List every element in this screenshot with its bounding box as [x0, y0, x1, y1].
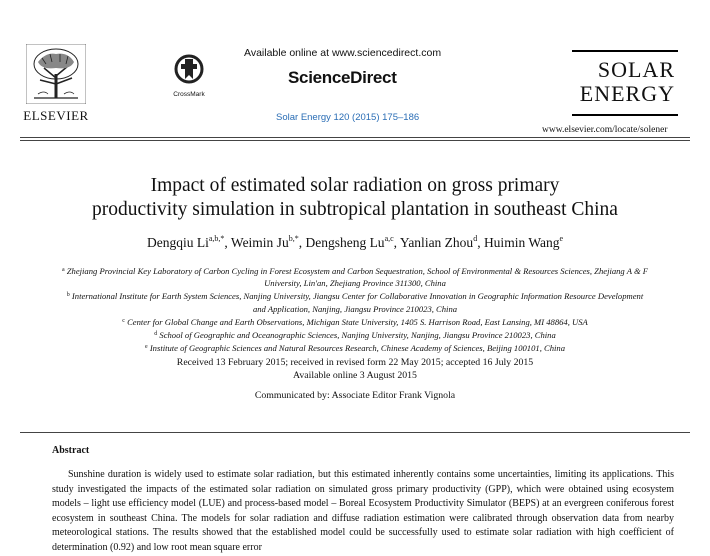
author-name[interactable]: Huimin Wang — [483, 235, 560, 250]
article-history: Received 13 February 2015; received in r… — [0, 356, 710, 382]
affiliation-list: a Zhejiang Provincial Key Laboratory of … — [60, 264, 650, 354]
abstract-heading: Abstract — [52, 445, 90, 456]
journal-title-line1: SOLAR — [597, 57, 675, 82]
communicated-by: Communicated by: Associate Editor Frank … — [254, 390, 456, 401]
author-name[interactable]: Dengqiu Li — [146, 235, 209, 250]
header-divider-bottom — [20, 140, 690, 141]
elsevier-tree-icon — [26, 44, 86, 104]
journal-citation[interactable]: Solar Energy 120 (2015) 175–186 — [276, 112, 420, 123]
title-line: productivity simulation in subtropical p… — [92, 199, 618, 220]
available-online-date: Available online 3 August 2015 — [293, 370, 417, 381]
author-affil-marker: d — [473, 234, 478, 243]
author-affil-marker: b,* — [288, 234, 299, 243]
author-affil-marker: e — [559, 234, 564, 243]
article-title: Impact of estimated solar radiation on g… — [0, 174, 710, 222]
journal-title-line2: ENERGY — [579, 81, 675, 106]
author-affil-marker: a,b,* — [208, 234, 225, 243]
affiliation: b International Institute for Earth Syst… — [66, 291, 644, 314]
affiliation: e Institute of Geographic Sciences and N… — [144, 343, 566, 354]
sciencedirect-logo: ScienceDirect — [288, 68, 397, 87]
title-line: Impact of estimated solar radiation on g… — [150, 175, 560, 196]
received-dates: Received 13 February 2015; received in r… — [176, 357, 534, 368]
author-affil-marker: a,c — [384, 234, 394, 243]
crossmark-logo[interactable]: CrossMark — [172, 54, 206, 98]
affiliation: c Center for Global Change and Earth Obs… — [122, 316, 588, 327]
affiliation: a Zhejiang Provincial Key Laboratory of … — [61, 266, 649, 289]
journal-homepage[interactable]: www.elsevier.com/locate/solener — [542, 125, 668, 135]
header-divider-top — [20, 137, 690, 138]
affiliation: d School of Geographic and Oceanographic… — [154, 330, 556, 341]
crossmark-icon — [174, 54, 204, 84]
publisher-name: ELSEVIER — [23, 108, 89, 123]
elsevier-logo: ELSEVIER — [22, 44, 90, 128]
author-name[interactable]: Weimin Ju — [230, 235, 289, 250]
abstract-divider — [20, 432, 690, 433]
author-name[interactable]: Dengsheng Lu — [305, 235, 385, 250]
available-online-text: Available online at www.sciencedirect.co… — [244, 47, 442, 59]
abstract-text: Sunshine duration is widely used to esti… — [52, 469, 674, 553]
author-list: Dengqiu Lia,b,*, Weimin Jub,*, Dengsheng… — [146, 234, 564, 250]
journal-logo: SOLAR ENERGY — [572, 50, 678, 116]
author-name[interactable]: Yanlian Zhou — [399, 235, 474, 250]
crossmark-label: CrossMark — [173, 91, 205, 98]
